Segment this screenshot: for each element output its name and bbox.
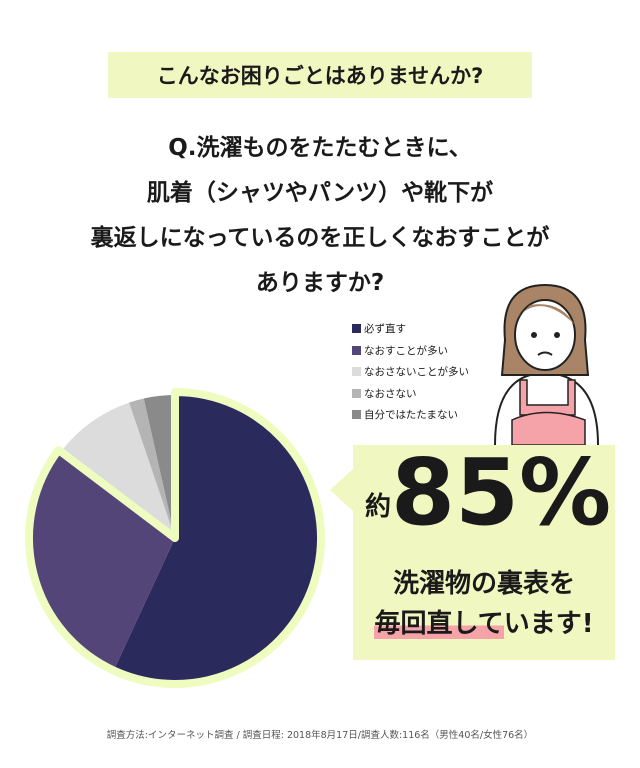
legend-item: 必ず直す bbox=[352, 318, 469, 340]
worried-woman-illustration bbox=[494, 283, 599, 446]
callout-message-1: 洗濯物の裏表を bbox=[392, 569, 575, 599]
question-line-3: 裏返しになっているのを正しくなおすことが bbox=[90, 225, 550, 251]
legend-item: なおすことが多い bbox=[352, 340, 469, 362]
chart-legend: 必ず直す なおすことが多い なおさないことが多い なおさない 自分ではたたまない bbox=[352, 318, 469, 426]
legend-item: 自分ではたたまない bbox=[352, 404, 469, 426]
legend-swatch bbox=[352, 367, 361, 377]
legend-label: 自分ではたたまない bbox=[364, 409, 458, 422]
callout-highlight: 毎回直して bbox=[374, 609, 504, 639]
callout-percentage: 85% bbox=[391, 439, 612, 546]
legend-swatch bbox=[352, 345, 361, 355]
legend-label: なおすことが多い bbox=[364, 344, 448, 357]
pie-highlight-outline bbox=[25, 388, 325, 688]
callout-prefix: 約 bbox=[365, 492, 392, 522]
pie-slice-3 bbox=[60, 402, 176, 538]
question-line-1: Q.洗濯ものをたたむときに、 bbox=[168, 135, 472, 161]
legend-swatch bbox=[352, 324, 361, 334]
pie-slice-4 bbox=[129, 398, 175, 538]
title-banner: こんなお困りごとはありませんか? bbox=[108, 52, 532, 98]
callout-pointer bbox=[330, 468, 354, 512]
pie-chart bbox=[25, 388, 325, 688]
legend-item: なおさないことが多い bbox=[352, 361, 469, 383]
survey-footnote: 調査方法:インターネット調査 / 調査日程: 2018年8月17日/調査人数:1… bbox=[106, 730, 534, 741]
legend-swatch bbox=[352, 410, 361, 420]
question-line-4: ありますか? bbox=[255, 270, 385, 296]
question-line-2: 肌着（シャツやパンツ）や靴下が bbox=[146, 180, 494, 206]
legend-label: 必ず直す bbox=[364, 323, 406, 336]
pie-slice-5 bbox=[143, 395, 175, 538]
callout-box: 約 85% 洗濯物の裏表を 毎回直しています! bbox=[353, 445, 615, 660]
legend-label: なおさないことが多い bbox=[364, 366, 469, 379]
legend-swatch bbox=[352, 388, 361, 398]
legend-item: なおさない bbox=[352, 383, 469, 405]
legend-label: なおさない bbox=[364, 387, 417, 400]
pie-slice-2 bbox=[31, 451, 176, 668]
pie-slice-1 bbox=[114, 395, 319, 681]
callout-message-2: います! bbox=[503, 609, 594, 639]
